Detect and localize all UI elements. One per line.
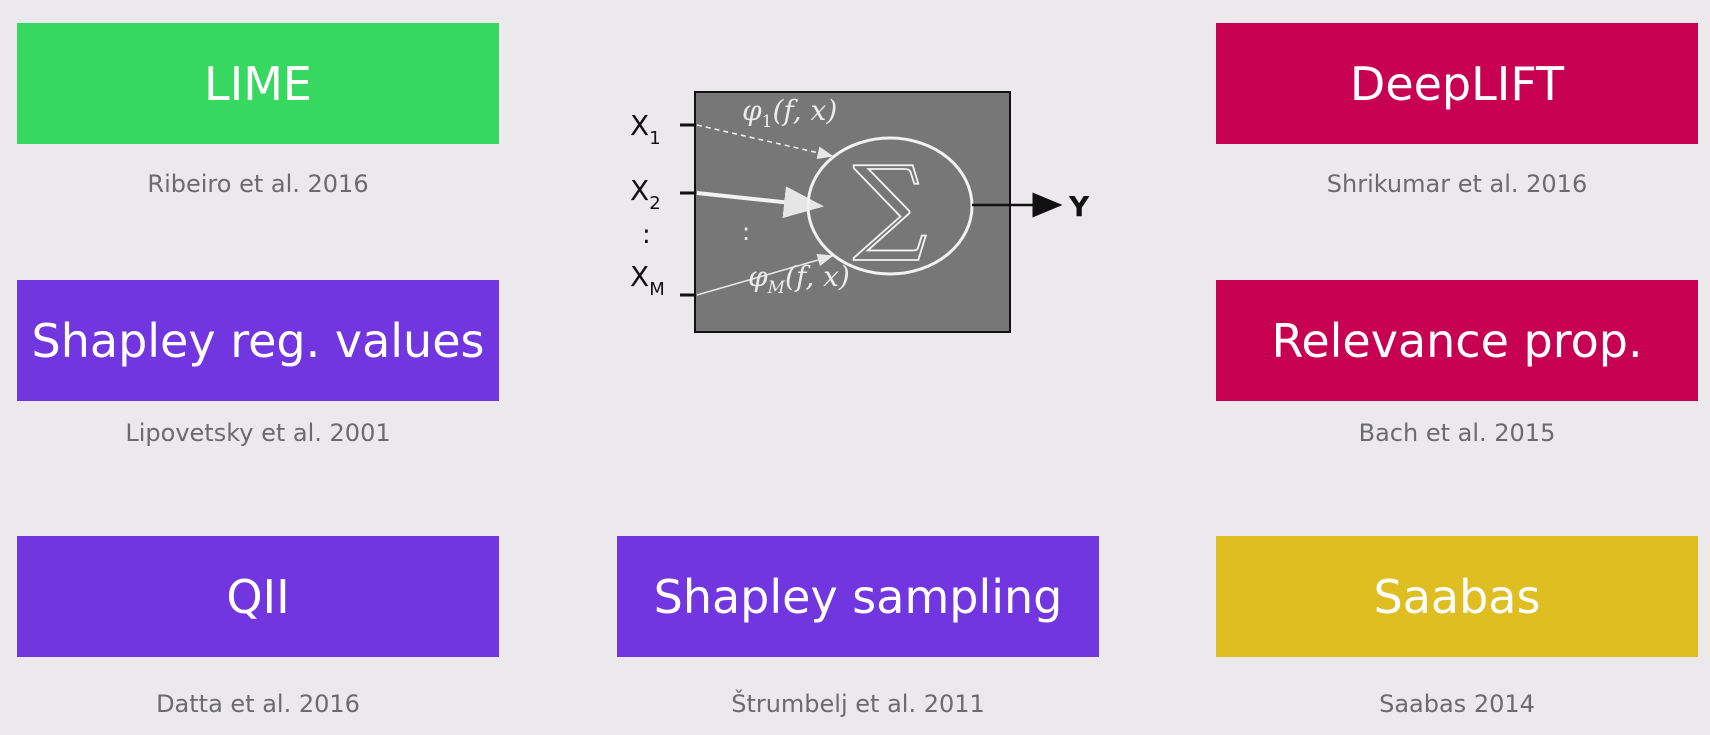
deeplift-citation: Shrikumar et al. 2016 <box>1326 170 1588 198</box>
input-1-label: X1 <box>630 109 661 149</box>
saabas-citation: Saabas 2014 <box>1379 690 1535 718</box>
qii-citation: Datta et al. 2016 <box>156 690 360 718</box>
shapley-reg-values-label: Shapley reg. values <box>31 313 485 368</box>
deeplift-label: DeepLIFT <box>1349 56 1565 111</box>
saabas-label: Saabas <box>1373 569 1541 624</box>
lime-citation: Ribeiro et al. 2016 <box>147 170 369 198</box>
shapley-sampling-label: Shapley sampling <box>653 569 1063 624</box>
lime-box: LIME <box>17 23 499 144</box>
input-ellipsis: : <box>642 220 651 250</box>
inner-ellipsis: : <box>742 218 750 246</box>
input-2-arrow <box>696 186 824 219</box>
shapley-reg-values-citation: Lipovetsky et al. 2001 <box>125 419 391 447</box>
deeplift-box: DeepLIFT <box>1216 23 1698 144</box>
input-2-label: X2 <box>630 174 661 214</box>
attribution-bottom-label: φM(f, x) <box>748 260 850 298</box>
input-m-label: XM <box>630 260 665 300</box>
qii-box: QII <box>17 536 499 657</box>
attribution-top-label: φ1(f, x) <box>742 94 837 132</box>
model-box <box>694 91 1011 333</box>
shapley-sampling-box: Shapley sampling <box>617 536 1099 657</box>
lime-label: LIME <box>204 56 312 111</box>
shapley-sampling-citation: Štrumbelj et al. 2011 <box>731 690 985 718</box>
relevance-prop-label: Relevance prop. <box>1271 313 1643 368</box>
saabas-box: Saabas <box>1216 536 1698 657</box>
output-label: Y <box>1068 190 1090 223</box>
input-m-arrow <box>696 253 834 296</box>
relevance-prop-citation: Bach et al. 2015 <box>1358 419 1556 447</box>
additive-attribution-diagram: X1 X2 : XM φ1(f, x) φM(f, x) : ∑ Y <box>630 91 1090 333</box>
shapley-reg-values-box: Shapley reg. values <box>17 280 499 401</box>
sum-symbol: ∑ <box>853 143 927 265</box>
relevance-prop-box: Relevance prop. <box>1216 280 1698 401</box>
qii-label: QII <box>226 569 290 624</box>
